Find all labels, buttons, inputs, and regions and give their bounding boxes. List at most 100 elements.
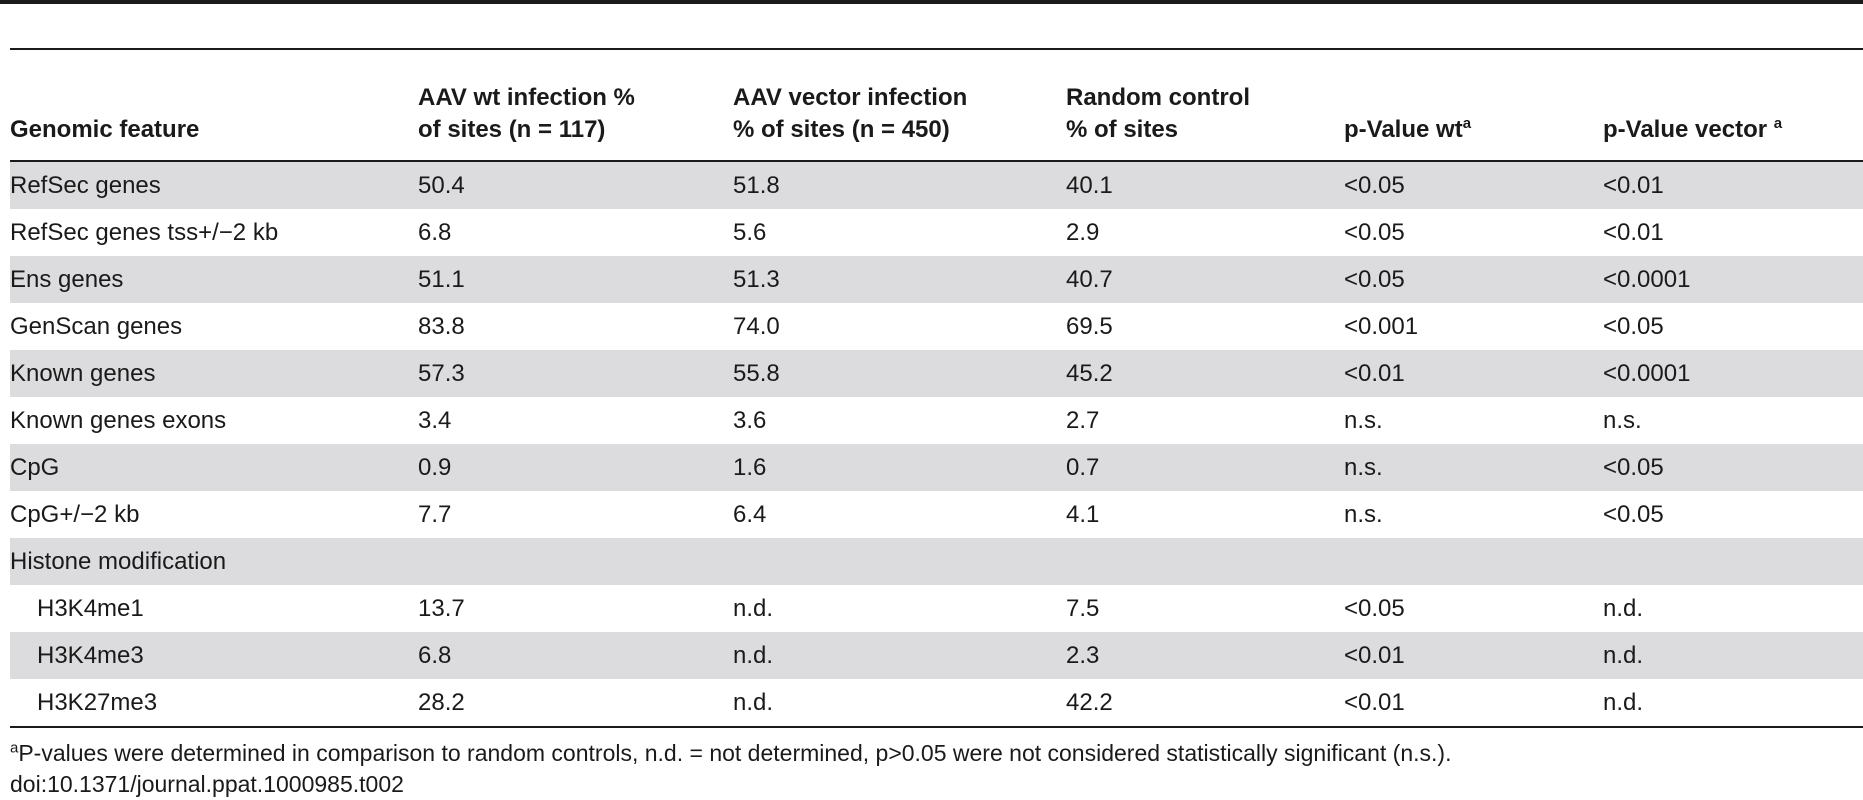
value-cell: 6.4 xyxy=(733,501,767,528)
value-cell xyxy=(1344,538,1603,585)
value-cell xyxy=(418,538,733,585)
feature-cell: CpG+/−2 kb xyxy=(10,501,140,528)
value-cell: 51.1 xyxy=(418,266,465,293)
table-row: H3K4me3 6.8 n.d. 2.3 <0.01 n.d. xyxy=(10,632,1863,679)
value-cell: 5.6 xyxy=(733,219,767,246)
value-cell xyxy=(1066,538,1344,585)
value-cell: 51.8 xyxy=(733,172,780,199)
value-cell: n.d. xyxy=(1603,642,1644,669)
feature-cell: GenScan genes xyxy=(10,313,183,340)
value-cell: 40.7 xyxy=(1066,266,1113,293)
top-rule xyxy=(0,0,1863,4)
value-cell: 69.5 xyxy=(1066,313,1113,340)
column-header: AAV wt infection % of sites (n = 117) xyxy=(418,49,733,161)
value-cell: <0.05 xyxy=(1344,219,1405,246)
feature-cell: H3K4me3 xyxy=(37,642,144,669)
value-cell: <0.01 xyxy=(1344,642,1405,669)
column-header-line: Random control xyxy=(1066,84,1250,111)
column-header-line: Genomic feature xyxy=(10,116,200,143)
table-row: RefSec genes 50.4 51.8 40.1 <0.05 <0.01 xyxy=(10,161,1863,209)
header-row: Genomic feature AAV wt infection % of site… xyxy=(10,49,1863,161)
value-cell: <0.01 xyxy=(1603,219,1664,246)
value-cell: n.d. xyxy=(1603,595,1644,622)
value-cell: 3.6 xyxy=(733,407,767,434)
feature-cell: H3K4me1 xyxy=(37,595,144,622)
table-container: Genomic feature AAV wt infection % of site… xyxy=(10,48,1863,728)
table-footnote: aP-values were determined in comparison … xyxy=(10,738,1451,768)
table-row: RefSec genes tss+/−2 kb 6.8 5.6 2.9 <0.05 <0.… xyxy=(10,209,1863,256)
column-header-line: of sites (n = 117) xyxy=(418,116,606,143)
table-row: CpG+/−2 kb 7.7 6.4 4.1 n.s. <0.05 xyxy=(10,491,1863,538)
value-cell: <0.01 xyxy=(1344,689,1405,716)
value-cell: <0.05 xyxy=(1344,266,1405,293)
feature-cell: Ens genes xyxy=(10,266,124,293)
footnote-marker: a xyxy=(10,739,19,757)
value-cell: <0.05 xyxy=(1603,313,1664,340)
table-row: H3K4me1 13.7 n.d. 7.5 <0.05 n.d. xyxy=(10,585,1863,632)
value-cell: 7.5 xyxy=(1066,595,1100,622)
footnote-text: P-values were determined in comparison t… xyxy=(18,740,1452,766)
value-cell: <0.0001 xyxy=(1603,360,1691,387)
value-cell: 6.8 xyxy=(418,642,452,669)
value-cell: 2.9 xyxy=(1066,219,1100,246)
value-cell: 1.6 xyxy=(733,454,767,481)
value-cell xyxy=(1603,538,1863,585)
value-cell: 40.1 xyxy=(1066,172,1113,199)
column-header-line: % of sites (n = 450) xyxy=(733,116,950,143)
column-header-line: p-Value vector xyxy=(1603,116,1774,143)
value-cell: 0.9 xyxy=(418,454,452,481)
table-row: Histone modification xyxy=(10,538,1863,585)
value-cell: n.d. xyxy=(733,642,774,669)
value-cell: 50.4 xyxy=(418,172,465,199)
value-cell: 83.8 xyxy=(418,313,465,340)
value-cell: 57.3 xyxy=(418,360,465,387)
value-cell: <0.05 xyxy=(1603,501,1664,528)
value-cell: n.d. xyxy=(733,595,774,622)
column-header: AAV vector infection % of sites (n = 450) xyxy=(733,49,1066,161)
value-cell: n.s. xyxy=(1344,454,1383,481)
value-cell: 55.8 xyxy=(733,360,780,387)
feature-cell: H3K27me3 xyxy=(37,689,158,716)
value-cell: 6.8 xyxy=(418,219,452,246)
feature-cell: RefSec genes xyxy=(10,172,161,199)
value-cell: 7.7 xyxy=(418,501,452,528)
value-cell: <0.05 xyxy=(1344,172,1405,199)
value-cell: <0.0001 xyxy=(1603,266,1691,293)
value-cell: n.d. xyxy=(1603,689,1644,716)
column-header: Genomic feature xyxy=(10,49,418,161)
value-cell: 42.2 xyxy=(1066,689,1113,716)
table-row: GenScan genes 83.8 74.0 69.5 <0.001 <0.05 xyxy=(10,303,1863,350)
table-row: H3K27me3 28.2 n.d. 42.2 <0.01 n.d. xyxy=(10,679,1863,727)
value-cell: <0.01 xyxy=(1344,360,1405,387)
column-header: p-Value vector a xyxy=(1603,49,1863,161)
feature-cell: Known genes xyxy=(10,360,156,387)
value-cell: 4.1 xyxy=(1066,501,1100,528)
value-cell: 2.3 xyxy=(1066,642,1100,669)
feature-cell: Histone modification xyxy=(10,548,227,575)
value-cell: n.s. xyxy=(1603,407,1642,434)
table-body: RefSec genes 50.4 51.8 40.1 <0.05 <0.01 RefSec… xyxy=(10,161,1863,727)
value-cell: 28.2 xyxy=(418,689,465,716)
table-row: CpG 0.9 1.6 0.7 n.s. <0.05 xyxy=(10,444,1863,491)
column-header-line: AAV wt infection % xyxy=(418,84,635,111)
footnote-marker: a xyxy=(1773,115,1783,132)
genomic-feature-table: Genomic feature AAV wt infection % of site… xyxy=(10,48,1863,728)
value-cell: <0.001 xyxy=(1344,313,1419,340)
value-cell: 51.3 xyxy=(733,266,780,293)
value-cell: 2.7 xyxy=(1066,407,1100,434)
footnote-marker: a xyxy=(1462,115,1472,132)
column-header-line: AAV vector infection xyxy=(733,84,968,111)
value-cell xyxy=(733,538,1066,585)
value-cell: <0.05 xyxy=(1344,595,1405,622)
column-header: Random control % of sites xyxy=(1066,49,1344,161)
value-cell: 45.2 xyxy=(1066,360,1113,387)
table-row: Ens genes 51.1 51.3 40.7 <0.05 <0.0001 xyxy=(10,256,1863,303)
doi-line: doi:10.1371/journal.ppat.1000985.t002 xyxy=(10,771,404,797)
value-cell: 3.4 xyxy=(418,407,452,434)
value-cell: n.s. xyxy=(1344,501,1383,528)
column-header-line: % of sites xyxy=(1066,116,1179,143)
column-header: p-Value wta xyxy=(1344,49,1603,161)
value-cell: n.d. xyxy=(733,689,774,716)
feature-cell: Known genes exons xyxy=(10,407,227,434)
feature-cell: CpG xyxy=(10,454,60,481)
